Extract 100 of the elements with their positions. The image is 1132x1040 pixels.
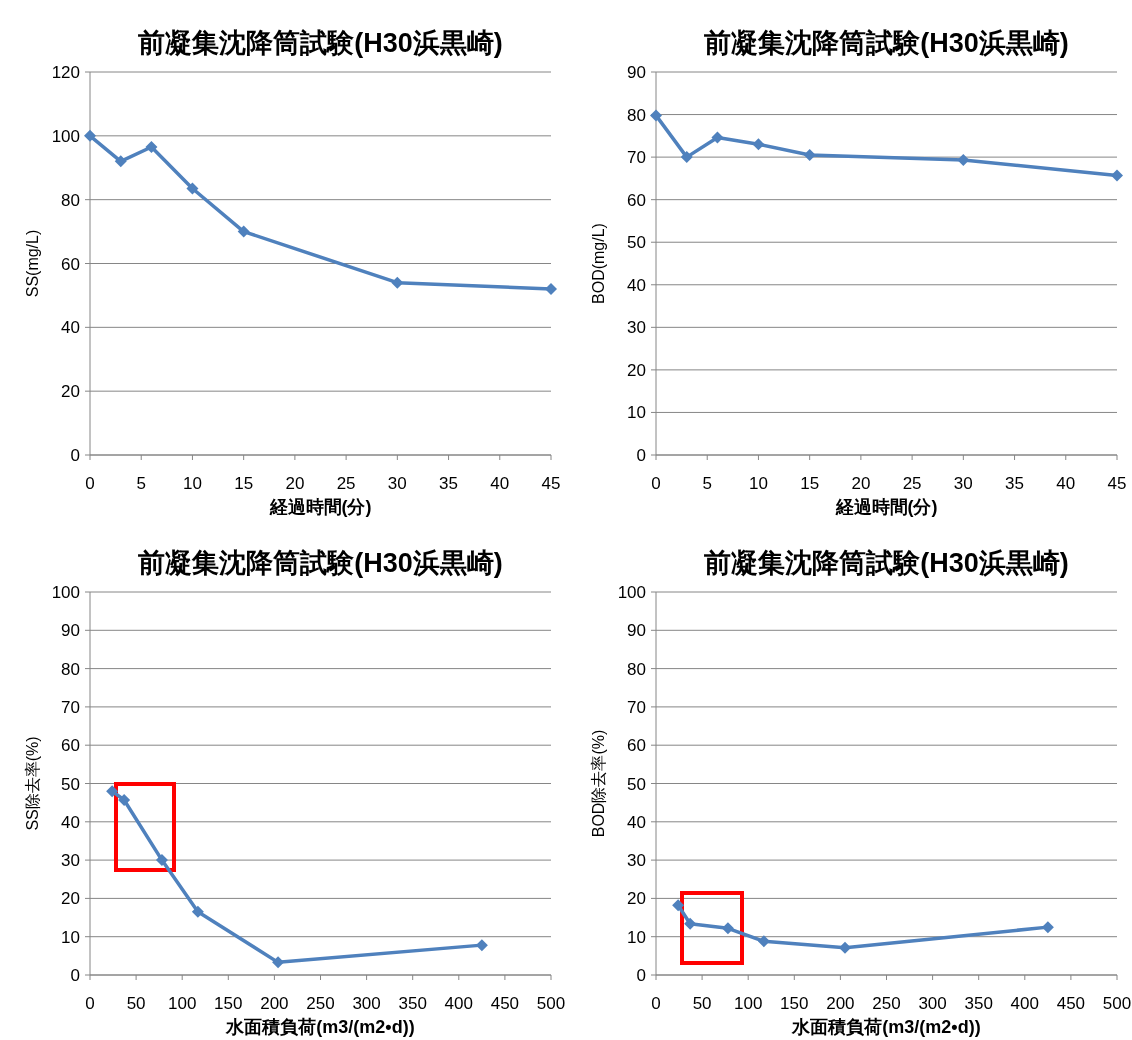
y-tick-label: 10 <box>627 403 646 423</box>
y-tick-label: 20 <box>61 382 80 402</box>
y-tick-label: 20 <box>627 889 646 909</box>
x-axis-title: 水面積負荷(m3/(m2•d)) <box>225 1017 415 1037</box>
y-axis-title: SS(mg/L) <box>24 229 41 298</box>
y-tick-label: 70 <box>627 148 646 168</box>
point <box>711 131 724 144</box>
x-tick-label: 0 <box>651 474 661 493</box>
y-tick-label: 80 <box>61 190 80 210</box>
y-tick-label: 90 <box>61 621 80 641</box>
x-tick-label: 150 <box>780 994 809 1013</box>
y-tick-label: 60 <box>627 190 646 210</box>
y-axis-title: SS除去率(%) <box>24 736 41 831</box>
x-axis-title: 経過時間(分) <box>834 497 938 517</box>
point <box>1111 169 1123 182</box>
point <box>545 283 557 296</box>
x-tick-label: 25 <box>336 474 356 493</box>
x-axis-title: 水面積負荷(m3/(m2•d)) <box>791 1017 981 1037</box>
x-tick-label: 45 <box>1107 474 1127 493</box>
x-tick-label: 20 <box>285 474 305 493</box>
x-tick-label: 0 <box>85 474 95 493</box>
x-tick-label: 15 <box>234 474 254 493</box>
x-tick-label: 45 <box>541 474 561 493</box>
y-tick-label: 0 <box>70 966 80 985</box>
y-tick-label: 30 <box>627 851 646 871</box>
point <box>114 155 127 168</box>
y-tick-label: 60 <box>61 254 80 274</box>
point <box>650 109 662 122</box>
x-tick-label: 500 <box>1102 994 1132 1013</box>
x-tick-label: 400 <box>1010 994 1039 1013</box>
point <box>186 182 199 195</box>
y-tick-label: 10 <box>61 927 80 947</box>
y-tick-label: 70 <box>627 697 646 717</box>
y-tick-label: 10 <box>627 927 646 947</box>
point <box>191 905 204 918</box>
chart-title: 前凝集沈降筒試験(H30浜黒崎) <box>703 548 1069 578</box>
y-tick-label: 0 <box>636 446 646 465</box>
x-tick-label: 25 <box>902 474 922 493</box>
point <box>803 148 816 161</box>
y-tick-label: 30 <box>61 851 80 871</box>
chart-title: 前凝集沈降筒試験(H30浜黒崎) <box>703 28 1069 58</box>
x-tick-label: 20 <box>851 474 871 493</box>
y-tick-label: 120 <box>51 63 80 82</box>
x-tick-label: 300 <box>918 994 947 1013</box>
x-tick-label: 40 <box>1056 474 1076 493</box>
y-tick-label: 100 <box>617 583 646 602</box>
y-tick-label: 50 <box>627 774 646 794</box>
point <box>391 276 404 289</box>
x-tick-label: 250 <box>872 994 901 1013</box>
y-tick-label: 50 <box>61 774 80 794</box>
point <box>155 854 168 867</box>
x-tick-label: 250 <box>306 994 335 1013</box>
point <box>957 154 970 167</box>
x-tick-label: 200 <box>826 994 855 1013</box>
chart-title: 前凝集沈降筒試験(H30浜黒崎) <box>137 28 503 58</box>
x-tick-label: 450 <box>490 994 520 1013</box>
x-tick-label: 30 <box>953 474 973 493</box>
point <box>752 138 765 151</box>
x-axis-title: 経過時間(分) <box>268 497 372 517</box>
point <box>237 225 250 238</box>
x-tick-label: 300 <box>352 994 381 1013</box>
y-tick-label: 40 <box>627 812 646 832</box>
y-tick-label: 90 <box>627 621 646 641</box>
y-tick-label: 50 <box>627 233 646 253</box>
y-tick-label: 0 <box>636 966 646 985</box>
point <box>757 935 770 948</box>
x-tick-label: 35 <box>1005 474 1025 493</box>
y-tick-label: 40 <box>61 812 80 832</box>
y-tick-label: 100 <box>51 583 80 602</box>
y-tick-label: 40 <box>61 318 80 338</box>
x-tick-label: 150 <box>214 994 243 1013</box>
x-tick-label: 50 <box>692 994 712 1013</box>
y-tick-label: 40 <box>627 275 646 295</box>
point <box>672 899 685 912</box>
x-tick-label: 5 <box>702 474 712 493</box>
x-tick-label: 350 <box>398 994 427 1013</box>
x-tick-label: 35 <box>439 474 459 493</box>
y-tick-label: 80 <box>627 105 646 125</box>
chart-title: 前凝集沈降筒試験(H30浜黒崎) <box>137 548 503 578</box>
y-tick-label: 20 <box>61 889 80 909</box>
x-tick-label: 40 <box>490 474 510 493</box>
x-tick-label: 500 <box>536 994 566 1013</box>
y-tick-label: 80 <box>61 659 80 679</box>
x-tick-label: 100 <box>734 994 763 1013</box>
x-tick-label: 450 <box>1056 994 1086 1013</box>
y-tick-label: 90 <box>627 63 646 82</box>
x-tick-label: 0 <box>651 994 661 1013</box>
x-tick-label: 50 <box>126 994 146 1013</box>
point <box>84 129 96 142</box>
y-tick-label: 80 <box>627 659 646 679</box>
x-tick-label: 200 <box>260 994 289 1013</box>
point <box>684 917 697 930</box>
x-tick-label: 10 <box>182 474 202 493</box>
x-tick-label: 10 <box>748 474 768 493</box>
y-tick-label: 100 <box>51 126 80 146</box>
y-axis-title: BOD除去率(%) <box>590 729 607 838</box>
y-tick-label: 60 <box>61 736 80 756</box>
x-tick-label: 15 <box>800 474 820 493</box>
x-tick-label: 0 <box>85 994 95 1013</box>
point <box>680 151 693 164</box>
